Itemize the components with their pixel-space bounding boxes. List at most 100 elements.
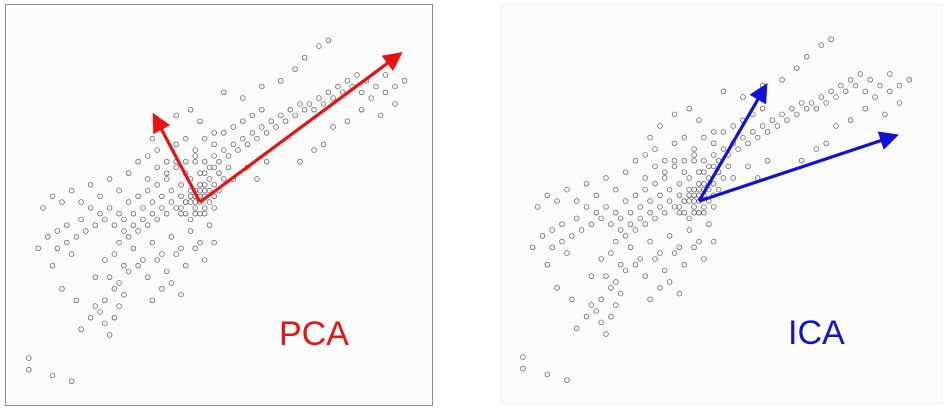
pca-point (263, 159, 270, 165)
ica-point (686, 227, 692, 233)
pca-point (49, 372, 56, 379)
ica-point (740, 134, 746, 141)
pca-point (221, 176, 227, 182)
pca-point (192, 205, 198, 211)
pca-point (59, 199, 65, 205)
ica-point (676, 204, 683, 210)
pca-point (382, 72, 389, 78)
pca-point (116, 303, 122, 309)
pca-point (87, 182, 94, 188)
pca-point (92, 274, 99, 280)
ica-point (622, 267, 629, 274)
ica-point (730, 175, 736, 181)
ica-point (764, 129, 771, 135)
ica-point (520, 366, 526, 372)
ica-point (686, 192, 692, 199)
ica-point (852, 82, 859, 89)
pca-point (235, 147, 241, 153)
ica-point (696, 169, 702, 175)
pca-point (197, 118, 203, 124)
pca-point (111, 286, 118, 292)
pca-point (92, 222, 99, 228)
pca-point (54, 245, 60, 252)
ica-point (843, 88, 849, 95)
pca-point (168, 280, 175, 286)
ica-point (671, 204, 678, 210)
pca-point (211, 153, 217, 159)
ica-point (696, 117, 702, 123)
ica-point (613, 302, 619, 308)
pca-point (316, 95, 322, 101)
pca-point (125, 170, 132, 176)
pca-point (106, 176, 113, 182)
pca-point (197, 170, 203, 176)
ica-point (642, 152, 648, 158)
pca-point (192, 147, 198, 153)
pca-point (202, 159, 208, 165)
pca-point (211, 193, 217, 200)
ica-point (632, 192, 639, 199)
pca-point (359, 89, 365, 96)
ica-point (725, 163, 732, 170)
pca-point (68, 187, 75, 194)
pca-vector-2 (152, 112, 202, 203)
ica-point (632, 227, 639, 233)
pca-point (197, 211, 203, 217)
ica-point (696, 210, 702, 216)
ica-point (608, 221, 614, 227)
pca-point (78, 216, 84, 223)
ica-point (706, 163, 712, 170)
ica-point (803, 105, 810, 112)
ica-point (691, 152, 697, 158)
pca-point (26, 367, 32, 373)
ica-point (676, 210, 683, 216)
pca-point (311, 106, 317, 113)
ica-point (544, 192, 550, 199)
pca-point (202, 170, 208, 176)
ica-point (583, 204, 590, 210)
ica-point (652, 163, 658, 170)
ica-point (588, 302, 595, 308)
ica-point (544, 262, 550, 268)
ica-point (701, 169, 707, 175)
pca-scatter-plot: PCA (5, 4, 433, 406)
ica-point (627, 244, 634, 251)
ica-point (691, 198, 697, 204)
pca-point (240, 95, 246, 101)
ica-point (632, 158, 639, 164)
ica-point (666, 233, 673, 239)
pca-point (178, 291, 184, 298)
ica-point (657, 192, 663, 199)
ica-point (779, 77, 785, 83)
ica-vectors (697, 82, 899, 203)
pca-point (206, 176, 213, 182)
ica-point (593, 192, 600, 199)
ica-point (676, 244, 683, 251)
pca-point (135, 193, 141, 200)
ica-point (803, 53, 810, 60)
ica-point (622, 233, 629, 239)
pca-point (240, 118, 246, 124)
ica-point (759, 123, 766, 129)
pca-point (392, 101, 398, 107)
ica-point (613, 210, 619, 216)
pca-point (401, 78, 408, 84)
pca-point (168, 234, 175, 240)
ica-vector-2 (698, 131, 899, 203)
pca-point (263, 130, 270, 136)
pca-point (221, 147, 227, 153)
pca-point (87, 315, 94, 321)
ica-point (769, 117, 776, 123)
ica-point (764, 158, 771, 164)
pca-point (187, 106, 194, 113)
ica-point (559, 238, 565, 245)
ica-point (847, 77, 854, 83)
pca-point (187, 193, 194, 200)
pca-point (159, 205, 165, 211)
pca-point (202, 135, 208, 142)
ica-point (613, 238, 619, 245)
pca-point (197, 239, 203, 246)
pca-point (202, 211, 208, 217)
ica-point (872, 94, 878, 100)
ica-point (833, 94, 839, 100)
